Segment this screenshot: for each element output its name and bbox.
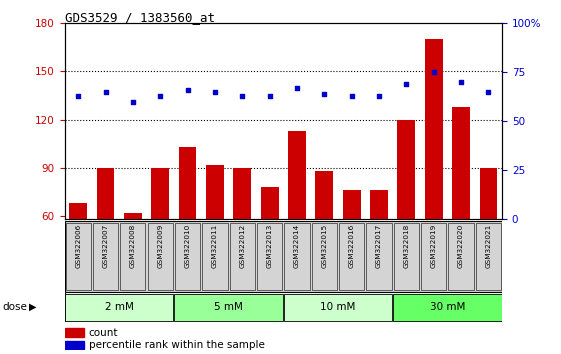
Point [238, 93, 247, 98]
Text: GSM322006: GSM322006 [75, 224, 81, 268]
Text: GSM322011: GSM322011 [212, 224, 218, 268]
Point [402, 81, 411, 87]
Bar [65, 328, 84, 337]
Point [457, 79, 466, 85]
Text: 10 mM: 10 mM [320, 302, 356, 312]
Text: GSM322007: GSM322007 [103, 224, 108, 268]
Bar [65, 293, 173, 321]
Bar [315, 171, 333, 313]
Text: GSM322016: GSM322016 [349, 224, 355, 268]
Text: percentile rank within the sample: percentile rank within the sample [89, 340, 264, 350]
Text: GSM322020: GSM322020 [458, 224, 464, 268]
Bar [65, 341, 84, 349]
Point [210, 89, 219, 95]
FancyBboxPatch shape [148, 223, 173, 290]
FancyBboxPatch shape [66, 223, 91, 290]
Bar [151, 168, 169, 313]
Text: 5 mM: 5 mM [214, 302, 243, 312]
FancyBboxPatch shape [175, 223, 200, 290]
Text: GSM322008: GSM322008 [130, 224, 136, 268]
Text: GSM322013: GSM322013 [266, 224, 273, 268]
Bar [288, 131, 306, 313]
Bar [174, 293, 283, 321]
Text: GSM322018: GSM322018 [403, 224, 410, 268]
Point [183, 87, 192, 93]
Text: 30 mM: 30 mM [430, 302, 465, 312]
Bar [370, 190, 388, 313]
FancyBboxPatch shape [284, 223, 310, 290]
Text: GSM322014: GSM322014 [294, 224, 300, 268]
FancyBboxPatch shape [476, 223, 501, 290]
FancyBboxPatch shape [93, 223, 118, 290]
Point [292, 85, 301, 91]
FancyBboxPatch shape [120, 223, 145, 290]
Text: count: count [89, 327, 118, 338]
Bar [70, 204, 87, 313]
Point [128, 99, 137, 104]
Text: GDS3529 / 1383560_at: GDS3529 / 1383560_at [65, 11, 214, 24]
Point [156, 93, 165, 98]
FancyBboxPatch shape [257, 223, 282, 290]
Point [101, 89, 110, 95]
Text: GSM322021: GSM322021 [485, 224, 491, 268]
Bar [261, 187, 278, 313]
Point [320, 91, 329, 97]
FancyBboxPatch shape [366, 223, 392, 290]
Bar [480, 168, 497, 313]
Text: dose: dose [3, 302, 27, 312]
Text: GSM322017: GSM322017 [376, 224, 382, 268]
Text: GSM322012: GSM322012 [240, 224, 245, 268]
Point [347, 93, 356, 98]
Point [429, 69, 438, 75]
Bar [233, 168, 251, 313]
FancyBboxPatch shape [394, 223, 419, 290]
Text: GSM322009: GSM322009 [157, 224, 163, 268]
Point [375, 93, 384, 98]
Text: ▶: ▶ [29, 302, 36, 312]
FancyBboxPatch shape [448, 223, 473, 290]
FancyBboxPatch shape [421, 223, 447, 290]
Point [484, 89, 493, 95]
Point [265, 93, 274, 98]
Bar [284, 293, 392, 321]
FancyBboxPatch shape [339, 223, 364, 290]
Bar [343, 190, 361, 313]
Bar [393, 293, 502, 321]
Text: 2 mM: 2 mM [105, 302, 134, 312]
Bar [96, 168, 114, 313]
FancyBboxPatch shape [312, 223, 337, 290]
Bar [179, 147, 196, 313]
FancyBboxPatch shape [229, 223, 255, 290]
Bar [124, 213, 142, 313]
Text: GSM322015: GSM322015 [321, 224, 327, 268]
Bar [425, 39, 443, 313]
Point [73, 93, 82, 98]
Bar [206, 165, 224, 313]
Text: GSM322010: GSM322010 [185, 224, 191, 268]
Bar [452, 107, 470, 313]
FancyBboxPatch shape [203, 223, 228, 290]
Text: GSM322019: GSM322019 [431, 224, 436, 268]
Bar [398, 120, 415, 313]
